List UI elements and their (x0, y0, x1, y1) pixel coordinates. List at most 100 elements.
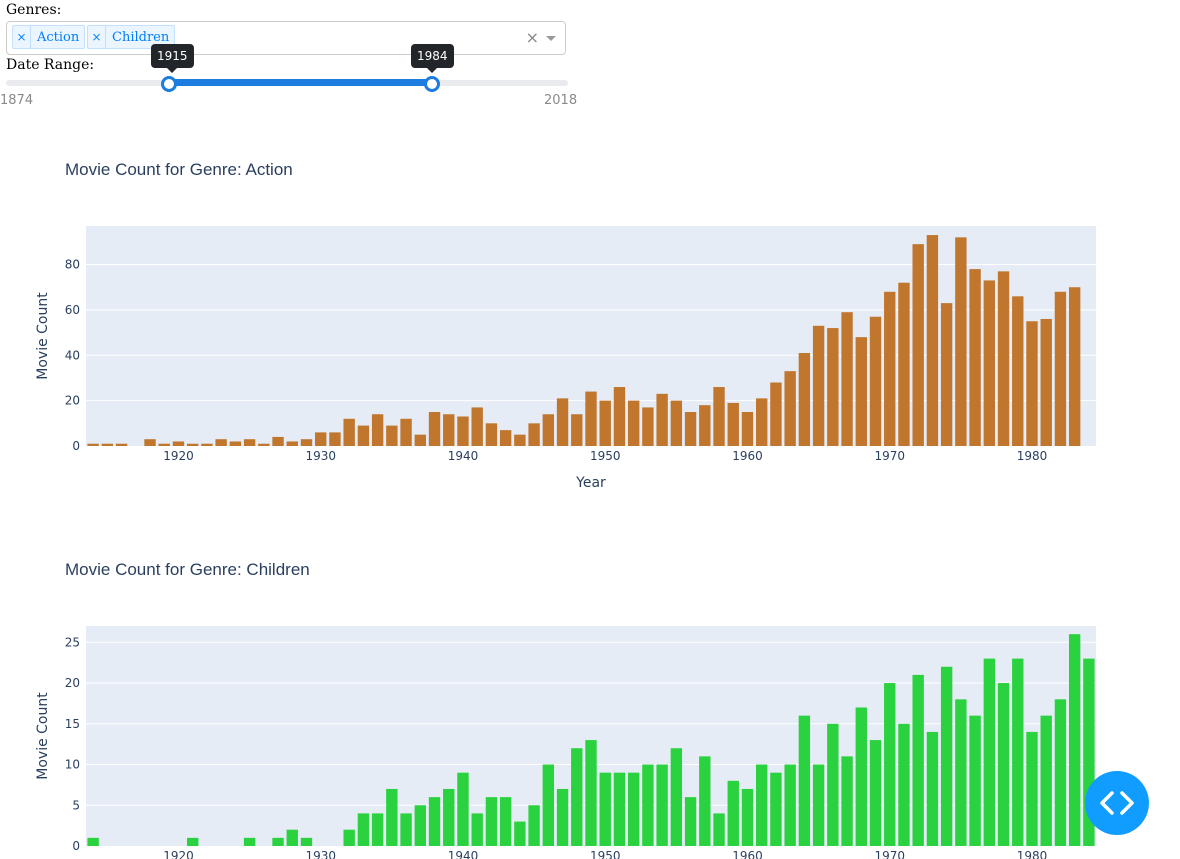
bar[interactable] (400, 418, 412, 446)
bar[interactable] (727, 780, 739, 846)
bar[interactable] (87, 837, 99, 846)
bar[interactable] (926, 235, 939, 446)
bar[interactable] (912, 244, 924, 446)
bar[interactable] (443, 788, 455, 846)
bar[interactable] (983, 658, 995, 846)
bar[interactable] (585, 391, 597, 446)
bar[interactable] (386, 788, 398, 846)
bar[interactable] (613, 772, 626, 846)
genres-dropdown[interactable]: × Action × Children × (6, 21, 566, 55)
bar[interactable] (542, 414, 555, 446)
bar[interactable] (855, 707, 867, 846)
bar[interactable] (997, 271, 1010, 446)
bar[interactable] (414, 434, 426, 446)
bar[interactable] (357, 425, 370, 446)
clear-all-icon[interactable]: × (525, 28, 539, 47)
bar[interactable] (371, 414, 384, 446)
bar[interactable] (343, 829, 355, 846)
bar[interactable] (1026, 321, 1038, 446)
bar[interactable] (499, 797, 512, 846)
slider-end-handle[interactable] (424, 76, 440, 92)
bar[interactable] (528, 805, 540, 846)
bar[interactable] (485, 423, 498, 446)
bar[interactable] (187, 443, 199, 446)
bar[interactable] (756, 398, 768, 446)
bar[interactable] (1012, 296, 1024, 446)
bar[interactable] (997, 683, 1010, 846)
bar[interactable] (1054, 699, 1067, 846)
bar[interactable] (300, 439, 313, 446)
bar[interactable] (684, 797, 697, 846)
bar[interactable] (101, 443, 114, 446)
bar[interactable] (1026, 731, 1038, 846)
bar[interactable] (841, 312, 853, 446)
bar[interactable] (87, 443, 99, 446)
bar[interactable] (955, 699, 967, 846)
bar[interactable] (386, 425, 398, 446)
bar[interactable] (713, 813, 725, 846)
code-toggle-button[interactable] (1085, 771, 1149, 835)
bar[interactable] (514, 821, 526, 846)
bar[interactable] (272, 837, 284, 846)
bar[interactable] (286, 441, 298, 446)
bar[interactable] (457, 416, 469, 446)
bar[interactable] (1054, 291, 1067, 446)
bar[interactable] (784, 371, 796, 446)
bar[interactable] (300, 837, 313, 846)
bar[interactable] (514, 434, 526, 446)
bar[interactable] (229, 441, 242, 446)
bar[interactable] (343, 418, 355, 446)
bar[interactable] (940, 666, 953, 846)
bar[interactable] (315, 432, 327, 446)
bar[interactable] (869, 316, 882, 446)
bar[interactable] (869, 740, 882, 846)
bar[interactable] (357, 813, 370, 846)
bar[interactable] (471, 407, 483, 446)
bar[interactable] (670, 748, 683, 846)
bar[interactable] (243, 837, 256, 846)
bar[interactable] (798, 715, 811, 846)
bar[interactable] (286, 829, 298, 846)
bar[interactable] (969, 269, 981, 446)
bar[interactable] (699, 405, 711, 446)
bar[interactable] (955, 237, 967, 446)
slider-start-handle[interactable] (161, 76, 177, 92)
bar[interactable] (827, 723, 839, 846)
bar[interactable] (642, 407, 654, 446)
bar[interactable] (485, 797, 498, 846)
bar[interactable] (272, 436, 284, 446)
bar[interactable] (898, 282, 910, 446)
bar[interactable] (1068, 287, 1081, 446)
bar[interactable] (556, 398, 569, 446)
date-range-slider-track[interactable] (168, 79, 431, 86)
bar[interactable] (414, 805, 426, 846)
remove-tag-icon[interactable]: × (13, 26, 31, 48)
bar[interactable] (115, 443, 128, 446)
bar[interactable] (741, 411, 754, 446)
bar[interactable] (827, 328, 839, 446)
bar[interactable] (642, 764, 654, 846)
bar[interactable] (656, 764, 668, 846)
bar[interactable] (201, 443, 213, 446)
bar[interactable] (713, 387, 725, 446)
bar[interactable] (627, 400, 640, 446)
bar[interactable] (599, 400, 611, 446)
bar[interactable] (855, 337, 867, 446)
bar[interactable] (912, 674, 924, 846)
bar[interactable] (400, 813, 412, 846)
bar[interactable] (741, 788, 754, 846)
bar[interactable] (215, 439, 227, 446)
bar[interactable] (428, 411, 441, 446)
bar[interactable] (684, 411, 697, 446)
bar[interactable] (371, 813, 384, 846)
remove-tag-icon[interactable]: × (88, 26, 106, 48)
bar[interactable] (798, 353, 811, 446)
bar[interactable] (841, 756, 853, 846)
bar[interactable] (457, 772, 469, 846)
bar[interactable] (571, 748, 583, 846)
bar[interactable] (884, 291, 896, 446)
bar[interactable] (499, 430, 512, 446)
bar[interactable] (1040, 715, 1052, 846)
bar[interactable] (1083, 658, 1095, 846)
bar[interactable] (158, 443, 170, 446)
